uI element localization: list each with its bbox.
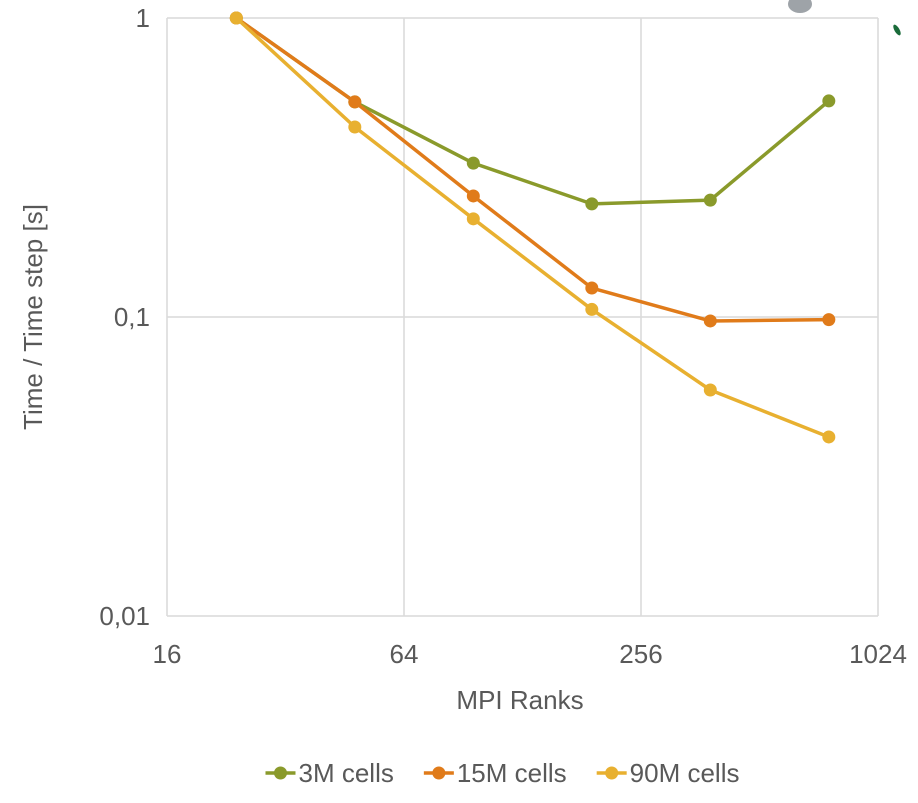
data-point — [348, 95, 361, 108]
series-line — [236, 18, 829, 204]
y-tick-label: 0,01 — [99, 601, 150, 631]
data-point — [704, 314, 717, 327]
legend-key — [274, 767, 287, 780]
data-point — [585, 303, 598, 316]
series-line — [236, 18, 829, 321]
data-point — [585, 197, 598, 210]
logo-decoration — [788, 0, 812, 13]
x-tick-label: 256 — [619, 639, 662, 669]
legend-label: 3M cells — [298, 758, 393, 788]
data-point — [822, 430, 835, 443]
data-point — [585, 282, 598, 295]
logo-decoration — [892, 24, 902, 37]
data-point — [467, 212, 480, 225]
legend-label: 15M cells — [457, 758, 567, 788]
legend-key — [432, 767, 445, 780]
data-point — [704, 194, 717, 207]
data-point — [704, 383, 717, 396]
data-point — [230, 12, 243, 25]
x-tick-label: 64 — [390, 639, 419, 669]
chart: MPI Ranks Time / Time step [s] 0,01 0,1 1 1… — [0, 0, 918, 803]
legend-label: 90M cells — [630, 758, 740, 788]
x-axis-title: MPI Ranks — [456, 685, 583, 715]
legend-key — [605, 767, 618, 780]
data-point — [467, 157, 480, 170]
data-point — [822, 313, 835, 326]
data-point — [822, 94, 835, 107]
y-axis-title: Time / Time step [s] — [18, 204, 48, 430]
y-tick-label: 0,1 — [114, 302, 150, 332]
x-tick-label: 16 — [153, 639, 182, 669]
data-point — [467, 189, 480, 202]
data-point — [348, 120, 361, 133]
y-tick-label: 1 — [136, 3, 150, 33]
x-tick-label: 1024 — [849, 639, 907, 669]
